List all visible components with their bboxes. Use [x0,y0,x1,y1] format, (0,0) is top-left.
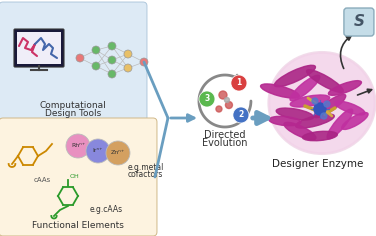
FancyBboxPatch shape [14,29,64,67]
Circle shape [140,58,148,66]
FancyBboxPatch shape [344,8,374,36]
Circle shape [314,103,326,115]
Ellipse shape [274,65,315,87]
Ellipse shape [314,94,346,118]
Text: 1: 1 [237,78,241,87]
Circle shape [92,62,100,70]
Circle shape [321,113,327,119]
Ellipse shape [296,114,334,128]
Circle shape [219,91,227,99]
Text: Znⁿ⁺: Znⁿ⁺ [111,151,125,156]
Text: OH: OH [70,174,80,180]
Ellipse shape [335,101,365,115]
Circle shape [86,139,110,163]
Circle shape [108,70,116,78]
Text: Designer Enzyme: Designer Enzyme [272,159,364,169]
Circle shape [124,64,132,72]
Circle shape [108,56,116,64]
Text: Functional Elements: Functional Elements [32,221,124,231]
Text: S: S [353,13,364,29]
Text: cofactors: cofactors [128,170,163,180]
Circle shape [324,101,330,107]
Ellipse shape [306,70,343,92]
Ellipse shape [328,81,361,95]
Circle shape [124,50,132,58]
Text: 2: 2 [238,110,244,119]
Text: Evolution: Evolution [202,138,248,148]
Ellipse shape [290,95,330,107]
Ellipse shape [290,75,320,101]
Ellipse shape [327,109,353,139]
Circle shape [106,141,130,165]
Ellipse shape [270,53,374,153]
Ellipse shape [342,113,368,130]
Text: cAAs: cAAs [33,177,51,183]
Ellipse shape [269,116,301,126]
Circle shape [224,97,229,102]
Text: Irⁿ⁺: Irⁿ⁺ [93,148,103,153]
Text: Design Tools: Design Tools [45,109,101,118]
Ellipse shape [302,131,337,141]
FancyBboxPatch shape [0,118,157,236]
Circle shape [231,75,247,91]
Circle shape [216,106,222,112]
Text: Directed: Directed [204,130,246,140]
Circle shape [199,91,215,107]
Circle shape [108,42,116,50]
Ellipse shape [284,122,316,140]
Circle shape [92,46,100,54]
Text: Computational: Computational [39,101,106,110]
FancyBboxPatch shape [0,2,147,122]
Circle shape [312,98,318,104]
Circle shape [66,134,90,158]
Text: e.g.metal: e.g.metal [128,164,164,173]
Text: e.g.cAAs: e.g.cAAs [89,206,123,215]
Ellipse shape [261,84,299,98]
Text: 3: 3 [204,94,209,103]
Text: Rhⁿ⁺: Rhⁿ⁺ [71,143,85,148]
Circle shape [76,54,84,62]
Ellipse shape [276,108,314,120]
Circle shape [226,101,232,109]
FancyBboxPatch shape [17,32,61,64]
Circle shape [233,107,249,123]
